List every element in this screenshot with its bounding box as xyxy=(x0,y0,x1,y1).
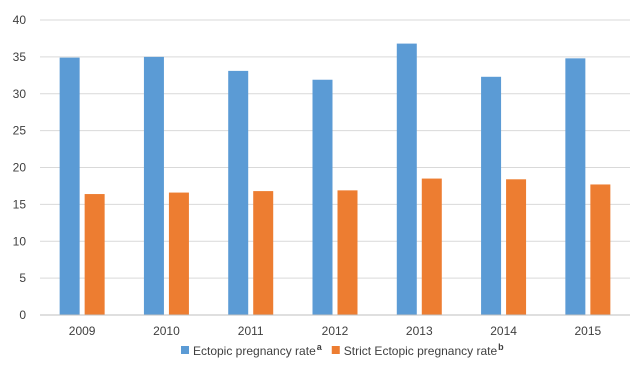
legend-label-strict-ectopic: Strict Ectopic pregnancy rate xyxy=(344,344,498,358)
bar-strict-ectopic-2011 xyxy=(253,191,274,315)
bar-ectopic-2011 xyxy=(228,70,249,315)
y-tick-label: 10 xyxy=(13,234,27,248)
y-tick-label: 30 xyxy=(13,87,27,101)
legend-superscript: a xyxy=(317,342,323,352)
x-tick-label: 2011 xyxy=(238,324,264,338)
x-axis: 2009 2010 2011 2012 2013 2014 2015 xyxy=(40,314,630,338)
y-tick-label: 25 xyxy=(13,124,27,138)
y-tick-label: 5 xyxy=(19,271,26,285)
bar-ectopic-2009 xyxy=(59,57,80,316)
y-tick-label: 20 xyxy=(13,161,27,175)
y-tick-label: 0 xyxy=(19,308,26,322)
bar-ectopic-2012 xyxy=(312,79,333,315)
x-tick-label: 2013 xyxy=(406,324,433,338)
x-tick-label: 2014 xyxy=(490,324,517,338)
legend: Ectopic pregnancy rate a Strict Ectopic pr… xyxy=(181,342,504,358)
y-tick-label: 35 xyxy=(13,50,27,64)
bar-ectopic-2015 xyxy=(565,58,586,315)
bar-ectopic-2014 xyxy=(481,76,502,315)
y-axis: 0 5 10 15 20 25 30 35 40 xyxy=(13,13,27,322)
bar-strict-ectopic-2012 xyxy=(337,190,358,315)
bars xyxy=(59,43,611,316)
gridlines xyxy=(40,19,630,316)
x-tick-label: 2015 xyxy=(575,324,602,338)
bar-strict-ectopic-2010 xyxy=(168,192,189,315)
legend-swatch-ectopic xyxy=(181,346,189,354)
bar-strict-ectopic-2013 xyxy=(421,178,442,315)
bar-ectopic-2010 xyxy=(143,56,164,315)
legend-swatch-strict-ectopic xyxy=(331,346,340,354)
x-tick-label: 2012 xyxy=(322,324,349,338)
bar-ectopic-2013 xyxy=(396,43,417,315)
bar-strict-ectopic-2014 xyxy=(506,179,527,315)
legend-superscript: b xyxy=(498,342,504,352)
bar-strict-ectopic-2015 xyxy=(590,184,611,315)
legend-label-ectopic: Ectopic pregnancy rate xyxy=(193,344,316,358)
x-tick-label: 2010 xyxy=(153,324,180,338)
x-tick-label: 2009 xyxy=(69,324,96,338)
y-tick-label: 15 xyxy=(13,197,27,211)
bar-strict-ectopic-2009 xyxy=(84,194,105,315)
y-tick-label: 40 xyxy=(13,13,27,27)
